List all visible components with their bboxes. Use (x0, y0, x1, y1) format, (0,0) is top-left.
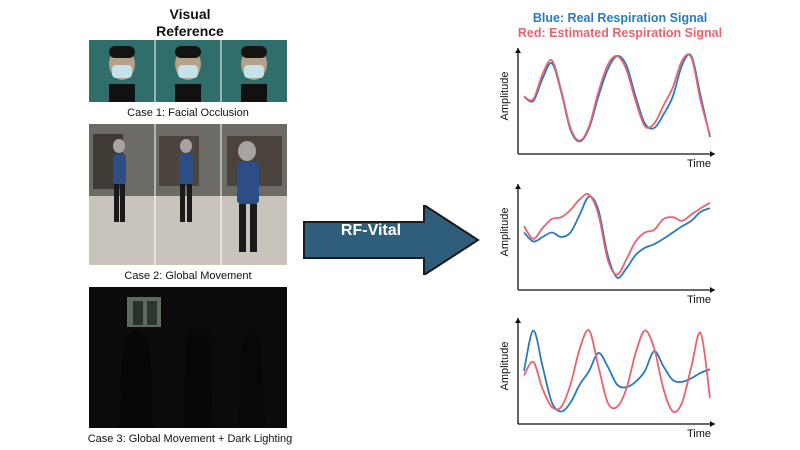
series-estimated-line (523, 53, 711, 142)
case2-caption: Case 2: Global Movement (124, 270, 252, 282)
case3-dark-illustration (89, 287, 287, 428)
visual-reference-title-line1: Visual (169, 6, 211, 22)
face-1 (109, 46, 135, 102)
series-real-line (523, 329, 711, 413)
series-estimated-line (523, 193, 711, 276)
case2-room-illustration (89, 124, 287, 265)
y-axis-arrowhead (515, 318, 521, 323)
case3-photo (89, 287, 287, 428)
series-estimated-line (523, 329, 711, 413)
x-axis-arrowhead (710, 151, 715, 157)
y-axis-label: Amplitude (499, 72, 511, 121)
visual-reference-title-line2: Reference (156, 23, 224, 39)
x-axis-label: Time (687, 294, 711, 306)
y-axis-arrowhead (515, 48, 521, 53)
case3-caption: Case 3: Global Movement + Dark Lighting (87, 433, 293, 445)
rf-vital-label: RF-Vital (340, 222, 402, 239)
person-1 (113, 139, 126, 222)
x-axis-arrowhead (710, 421, 715, 427)
person-2 (179, 139, 193, 222)
y-axis-label: Amplitude (499, 342, 511, 391)
rf-vital-arrow (303, 205, 480, 275)
face-2 (175, 46, 201, 102)
legend-red: Red: Estimated Respiration Signal (517, 26, 723, 40)
legend-blue: Blue: Real Respiration Signal (532, 11, 708, 25)
y-axis-arrowhead (515, 184, 521, 189)
chart-3: Amplitude Time (499, 318, 715, 440)
series-real-line (523, 195, 711, 279)
series-real-line (523, 53, 711, 143)
x-axis-label: Time (687, 158, 711, 170)
visual-reference-title: Visual Reference (120, 6, 260, 40)
y-axis-label: Amplitude (499, 208, 511, 257)
case1-caption: Case 1: Facial Occlusion (127, 107, 249, 119)
case1-photo (89, 40, 287, 102)
x-axis-label: Time (687, 428, 711, 440)
person-3 (237, 141, 259, 252)
chart-2: Amplitude Time (499, 184, 715, 306)
face-3 (241, 46, 267, 102)
chart-1: Amplitude Time (499, 48, 715, 170)
case1-faces-illustration (89, 40, 287, 102)
case2-photo (89, 124, 287, 265)
x-axis-arrowhead (710, 287, 715, 293)
